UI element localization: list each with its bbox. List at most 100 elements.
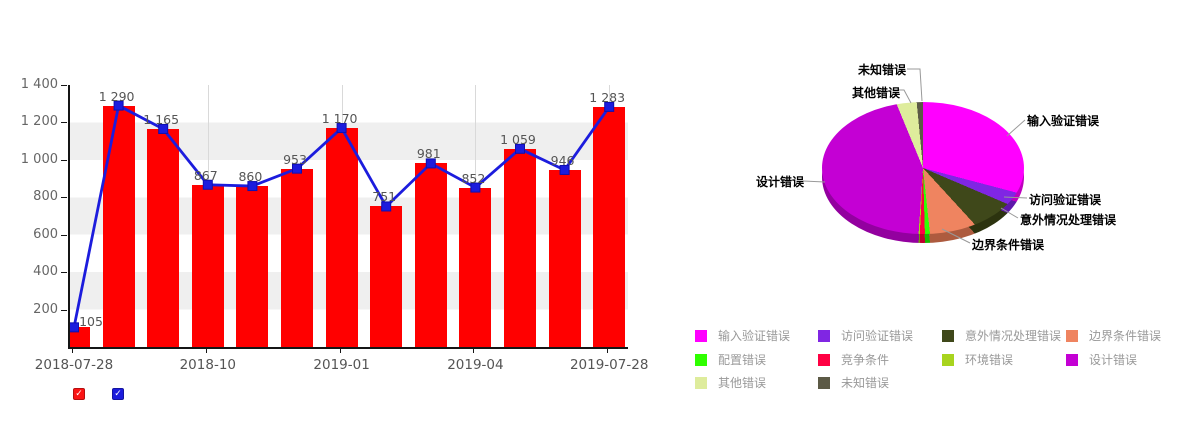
callout-line [892, 89, 912, 104]
legend-item[interactable]: 意外情况处理错误 [942, 327, 1061, 344]
callout-line [1000, 207, 1019, 219]
pie-callout-label: 输入验证错误 [1027, 114, 1100, 128]
value-label: 860 [238, 169, 263, 185]
x-axis-label: 2019-04 [447, 357, 504, 373]
callout-line [907, 68, 923, 102]
bar[interactable] [593, 106, 626, 347]
y-axis-label: 1 400 [20, 77, 58, 92]
line-marker[interactable] [202, 179, 213, 190]
legend-swatch [1066, 353, 1078, 366]
legend-swatch [695, 329, 707, 342]
line-marker[interactable] [70, 322, 79, 333]
bar-series-toggle[interactable]: ✓ [73, 388, 85, 400]
legend-label: 输入验证错误 [718, 329, 791, 343]
line-marker[interactable] [381, 201, 392, 212]
pie-callout-label: 设计错误 [756, 175, 805, 189]
line-marker[interactable] [425, 158, 436, 169]
x-axis-tick [473, 349, 475, 353]
legend-item[interactable]: 配置错误 [695, 351, 766, 368]
legend-swatch [695, 376, 707, 389]
y-axis-label: 1 000 [20, 151, 58, 167]
legend-swatch [1066, 329, 1078, 342]
value-label: 1 170 [321, 111, 358, 127]
legend-swatch [695, 353, 707, 366]
bar[interactable] [147, 128, 180, 347]
bar[interactable] [459, 187, 492, 347]
y-axis-tick [61, 85, 67, 86]
bar[interactable] [236, 186, 269, 347]
x-axis-label: 2018-10 [179, 357, 236, 373]
callout-line [1003, 196, 1028, 199]
plot-area [68, 85, 628, 349]
callout-line [802, 180, 826, 183]
legend-swatch [818, 329, 830, 342]
legend-label: 未知错误 [841, 376, 890, 390]
value-label: 953 [283, 151, 307, 167]
y-axis-label: 1 200 [20, 114, 58, 130]
x-axis-label: 2018-07-28 [34, 357, 114, 373]
line-marker[interactable] [515, 143, 525, 154]
legend-label: 竞争条件 [841, 353, 890, 367]
pie-face[interactable] [822, 102, 1024, 234]
bar[interactable] [548, 169, 581, 347]
y-axis-label: 200 [33, 301, 58, 317]
callout-line [941, 228, 971, 244]
legend-item[interactable]: 环境错误 [942, 351, 1013, 368]
value-label: 946 [550, 152, 575, 168]
legend-item[interactable]: 输入验证错误 [695, 327, 790, 344]
value-label: 852 [461, 170, 486, 186]
bar[interactable] [325, 128, 358, 347]
value-label: 867 [193, 167, 218, 183]
pie-callout-label: 边界条件错误 [972, 238, 1045, 252]
y-axis-tick [61, 159, 67, 161]
legend-item[interactable]: 边界条件错误 [1066, 327, 1161, 344]
line-marker[interactable] [604, 101, 615, 112]
legend-label: 配置错误 [718, 353, 767, 367]
line-marker[interactable] [158, 123, 169, 134]
x-axis-label: 2019-07-28 [569, 357, 649, 373]
pie-chart: 未知错误 其他错误 输入验证错误 访问验证错误 意外情况处理错误 边界条件错误 设计错误 输… [680, 0, 1191, 443]
value-label: 105 [79, 314, 103, 330]
line-marker[interactable] [470, 182, 481, 193]
bar[interactable] [414, 163, 447, 347]
y-axis-tick [61, 234, 67, 236]
y-axis-label: 600 [33, 226, 58, 242]
bar[interactable] [504, 148, 536, 347]
pie-callout-label: 意外情况处理错误 [1020, 213, 1117, 227]
line-series-toggle[interactable]: ✓ [112, 388, 124, 400]
pie-callout-label: 访问验证错误 [1029, 193, 1102, 207]
bar[interactable] [370, 206, 403, 347]
y-axis-tick [61, 309, 67, 311]
bar[interactable] [102, 105, 135, 347]
legend-label: 意外情况处理错误 [965, 329, 1062, 343]
line-marker[interactable] [113, 100, 124, 111]
bar[interactable] [191, 184, 224, 347]
y-axis-tick [61, 272, 67, 274]
line-marker[interactable] [336, 123, 347, 134]
line-series [70, 100, 615, 333]
legend-item[interactable]: 其他错误 [695, 374, 766, 391]
legend-item[interactable]: 未知错误 [818, 374, 889, 391]
value-label: 751 [372, 189, 397, 205]
value-label: 1 283 [589, 89, 626, 105]
legend-swatch [818, 353, 830, 366]
value-label: 1 290 [98, 88, 135, 104]
y-axis-tick [61, 122, 67, 124]
line-marker[interactable] [292, 163, 302, 174]
line-marker[interactable] [559, 164, 570, 175]
legend-label: 设计错误 [1089, 353, 1138, 367]
legend-swatch [818, 376, 830, 389]
pie-callout-label: 其他错误 [852, 86, 901, 100]
x-axis-tick [205, 349, 207, 353]
legend-swatch [942, 353, 954, 366]
pie-legend: 输入验证错误 访问验证错误 意外情况处理错误 边界条件错误 配置错误 竞争条件 环境错误 设计… [680, 0, 1191, 390]
legend-item[interactable]: 设计错误 [1066, 351, 1137, 368]
legend-item[interactable]: 竞争条件 [818, 351, 889, 368]
legend-label: 其他错误 [718, 376, 767, 390]
value-label: 1 165 [143, 111, 180, 127]
line-marker[interactable] [247, 181, 258, 192]
pie-callout-label: 未知错误 [857, 63, 906, 77]
bar[interactable] [281, 168, 313, 347]
legend-item[interactable]: 访问验证错误 [818, 327, 913, 344]
